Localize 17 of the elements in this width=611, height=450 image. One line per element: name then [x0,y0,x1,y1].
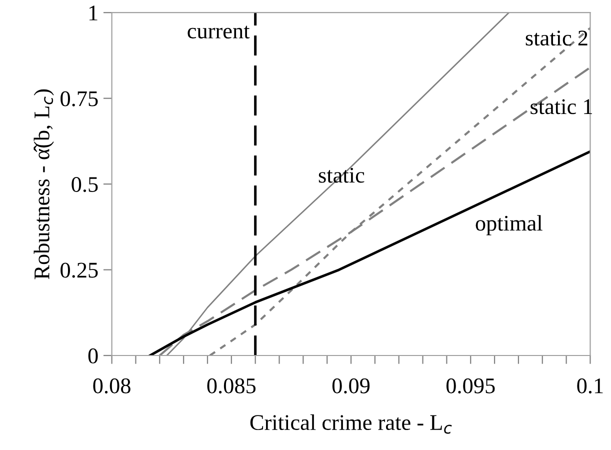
x-tick-label: 0.1 [577,378,603,394]
x-tick-label: 0.09 [332,378,370,394]
y-tick-label: 0.5 [72,176,98,192]
y-tick-label: 0 [88,348,98,364]
y-tick-label: 0.75 [60,91,98,106]
y-axis-title: Robustness - α̂(b, L$_{c}$) [34,89,54,280]
y-tick-label: 1 [89,6,98,20]
x-tick-label: 0.08 [93,378,130,394]
series-label: optimal [476,215,542,236]
series-label: static 2 [526,30,588,46]
x-tick-label: 0.095 [446,378,495,394]
y-tick-label: 0.25 [60,262,98,278]
x-axis-title: Critical crime rate - L$_{c}$ [250,414,452,434]
x-tick-label: 0.085 [207,378,256,394]
series-label: static 1 [530,99,592,114]
ref-line-label: current [188,26,250,39]
series-label: static [318,168,364,183]
